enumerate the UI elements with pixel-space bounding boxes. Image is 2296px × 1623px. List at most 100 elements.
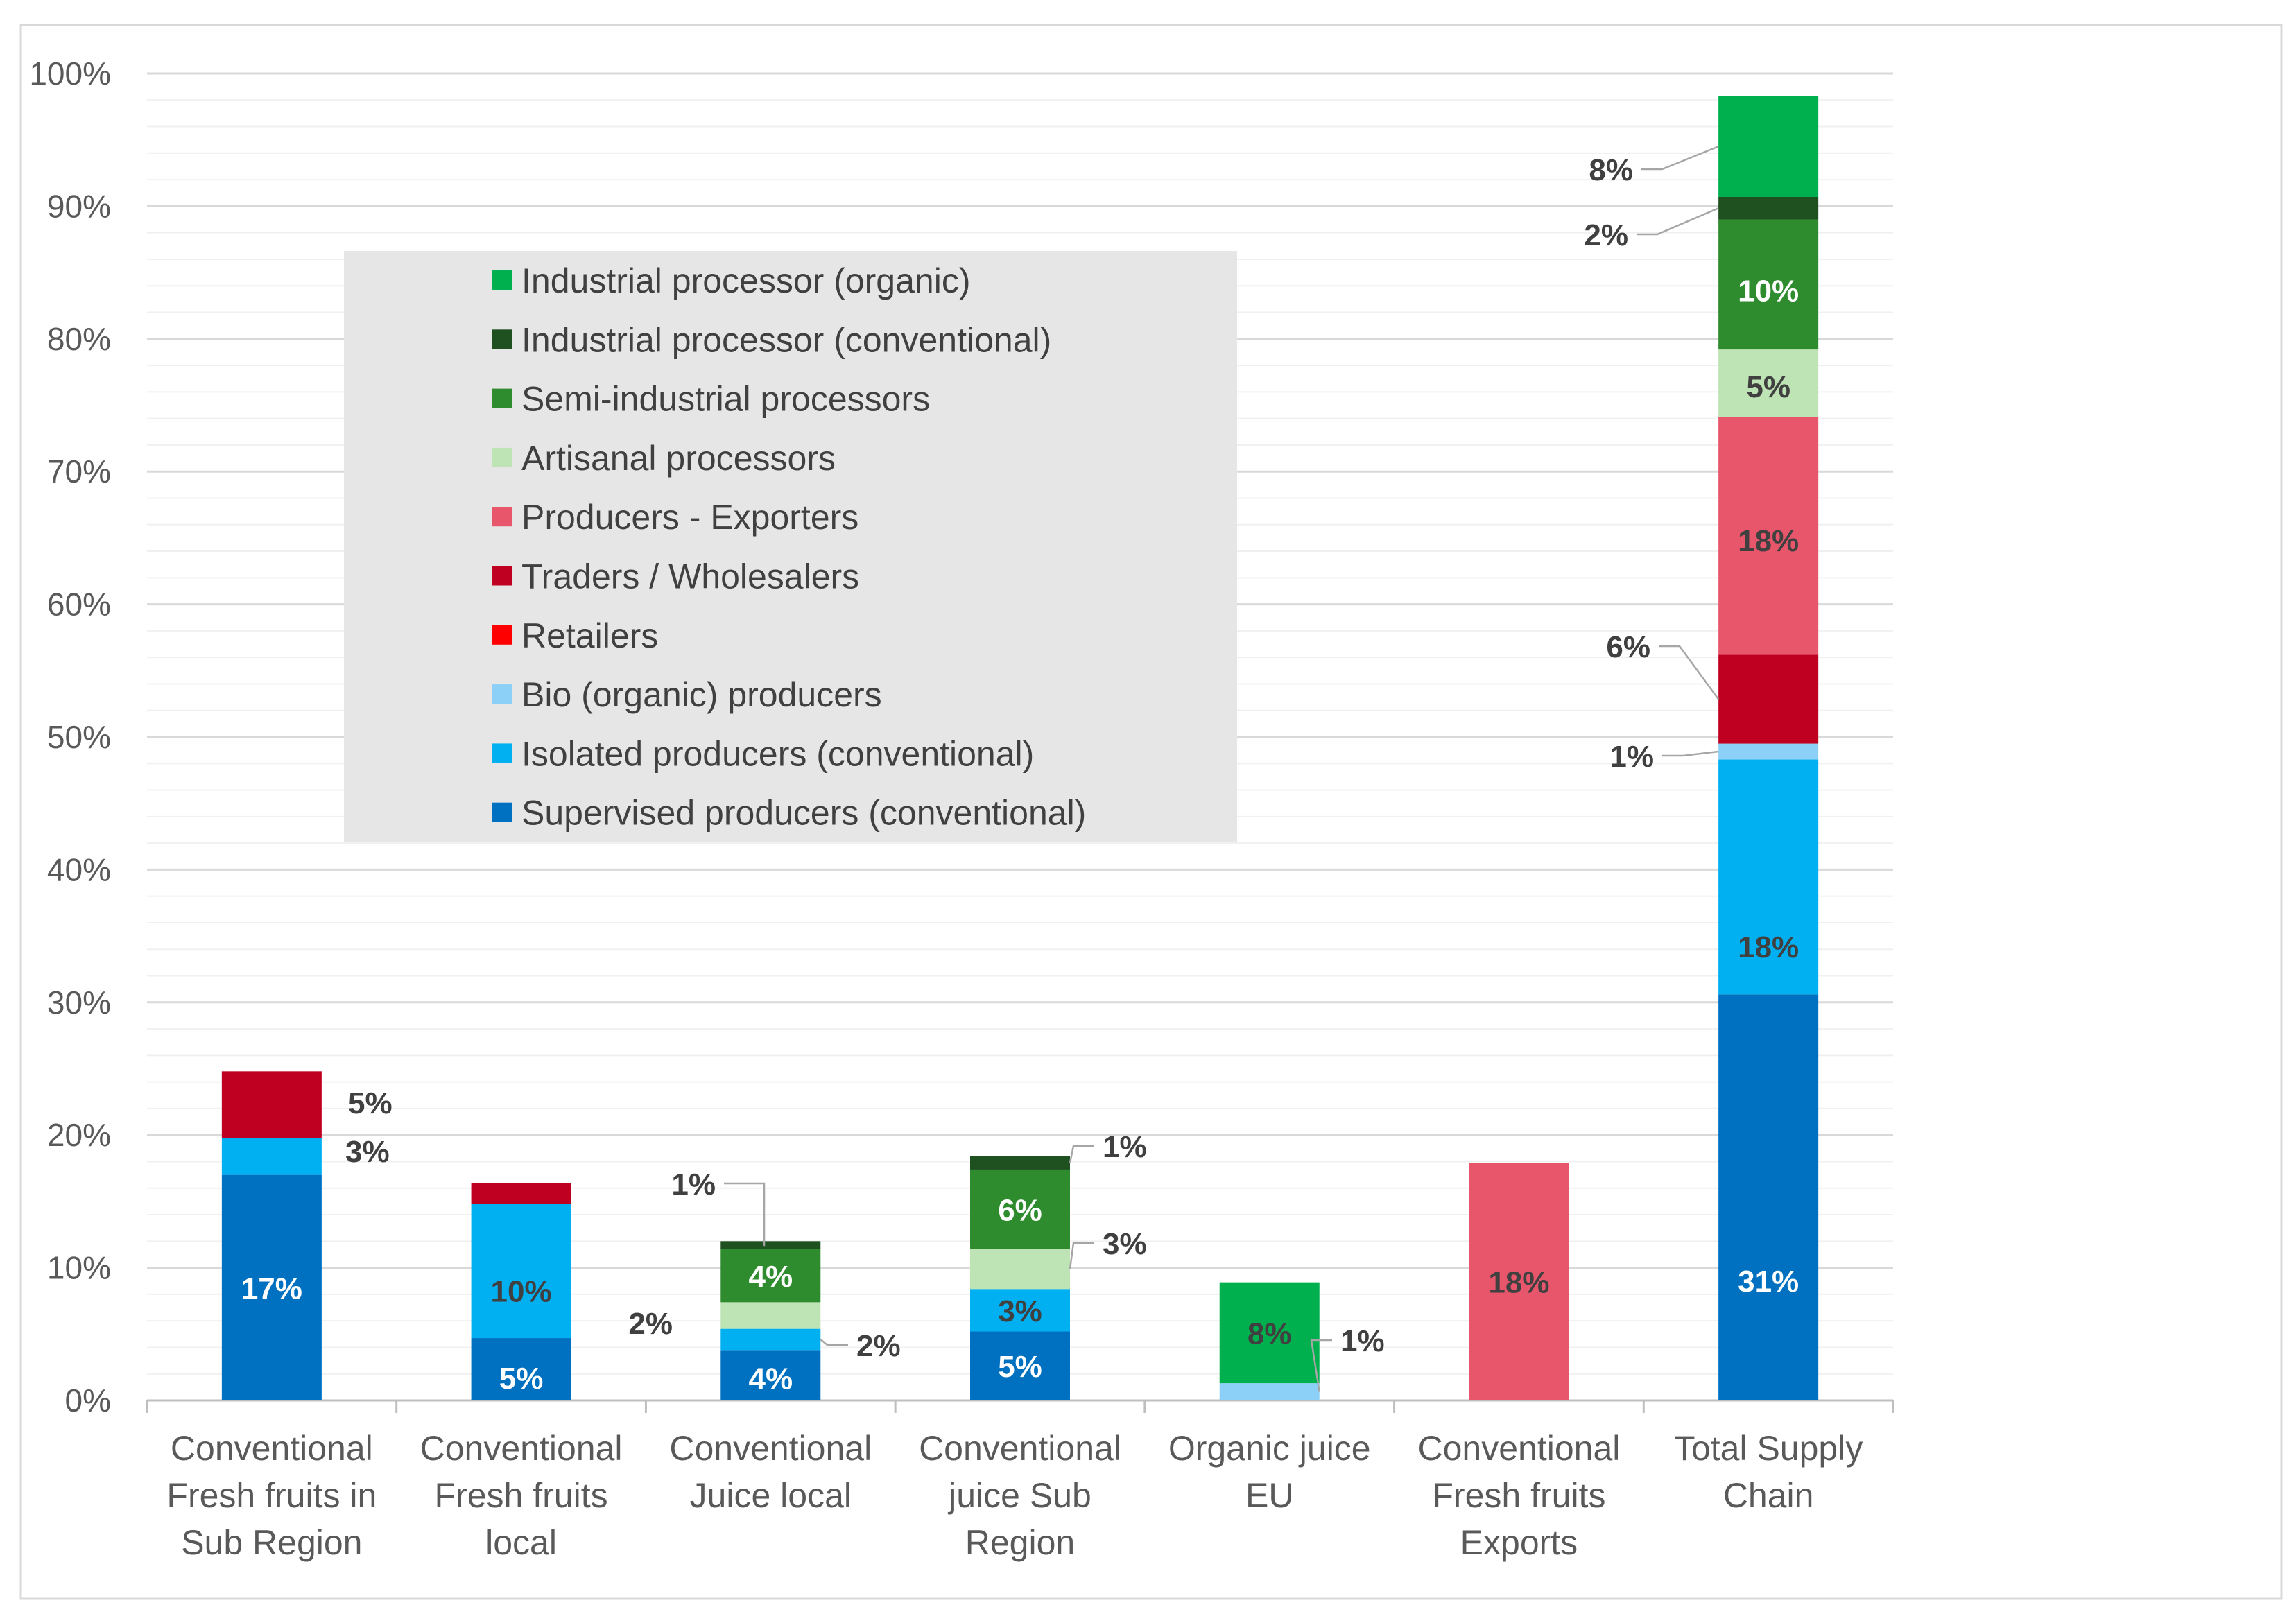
bar-segment-semi-industrial-processors: [970, 1169, 1070, 1249]
data-label-semi-industrial-processors: 4%: [748, 1260, 793, 1294]
data-label-isolated-producers-conventional: 3%: [998, 1294, 1042, 1328]
data-label-industrial-processor-organic: 8%: [1248, 1317, 1292, 1351]
bar-segment-semi-industrial-processors: [1718, 219, 1819, 350]
y-tick-label: 100%: [29, 55, 111, 92]
bar-segment-bio-organic-producers: [1219, 1383, 1320, 1400]
bar-segment-supervised-producers-conventional: [471, 1338, 571, 1400]
data-label-artisanal-processors: 3%: [1103, 1227, 1147, 1261]
bar-segment-producers-exporters: [1469, 1163, 1569, 1400]
bar-segment-isolated-producers-conventional: [221, 1138, 322, 1175]
data-label-isolated-producers-conventional: 3%: [345, 1135, 390, 1169]
data-label-industrial-processor-organic: 8%: [1589, 153, 1633, 187]
bar-segment-isolated-producers-conventional: [1718, 759, 1819, 995]
legend-label-industrial-processor-organic: Industrial processor (organic): [521, 261, 971, 300]
legend-label-bio-organic-producers: Bio (organic) producers: [521, 675, 882, 714]
x-category-label: Organic juice EU: [1168, 1429, 1371, 1515]
leader-line: [1069, 1242, 1094, 1269]
legend-label-traders-wholesalers: Traders / Wholesalers: [521, 557, 859, 596]
data-label-traders-wholesalers: 5%: [348, 1086, 392, 1120]
bar-segment-traders-wholesalers: [221, 1071, 322, 1138]
y-tick-label: 30%: [47, 984, 111, 1021]
data-label-industrial-processor-conventional: 2%: [1584, 218, 1628, 252]
x-category-label: Conventional juice Sub Region: [919, 1429, 1121, 1562]
x-category-label: Conventional Fresh fruits in Sub Region: [166, 1429, 377, 1562]
data-label-supervised-producers-conventional: 31%: [1738, 1265, 1799, 1299]
leader-line: [1641, 146, 1719, 171]
x-category-label: Conventional Fresh fruits local: [420, 1429, 623, 1562]
legend-swatch-semi-industrial-processors: [492, 388, 512, 408]
legend-swatch-artisanal-processors: [492, 447, 512, 467]
data-label-artisanal-processors: 5%: [1746, 370, 1790, 404]
bar-segment-isolated-producers-conventional: [720, 1328, 821, 1351]
bar-segment-artisanal-processors: [1718, 349, 1819, 417]
bar-segment-semi-industrial-processors: [720, 1249, 821, 1303]
bar-segment-industrial-processor-conventional: [970, 1156, 1070, 1170]
bars: [221, 96, 1819, 1400]
bar-segment-artisanal-processors: [720, 1302, 821, 1329]
data-label-semi-industrial-processors: 6%: [998, 1193, 1042, 1227]
data-label-isolated-producers-conventional: 10%: [491, 1274, 552, 1308]
legend-label-producers-exporters: Producers - Exporters: [521, 498, 858, 537]
legend-swatch-supervised-producers-conventional: [492, 802, 512, 822]
data-label-bio-organic-producers: 1%: [1609, 740, 1654, 774]
y-tick-label: 50%: [47, 719, 111, 755]
bar-segment-producers-exporters: [1718, 417, 1819, 655]
data-labels: 17% 3% 5% 5% 10% 4% 2% 2% 4% 1% 5% 3% 3% 6% 1% 1% 8% 18% 3…: [241, 146, 1799, 1396]
bar-segment-supervised-producers-conventional: [221, 1174, 322, 1400]
legend-swatch-industrial-processor-conventional: [492, 329, 512, 349]
y-tick-label: 80%: [47, 321, 111, 357]
legend-label-industrial-processor-conventional: Industrial processor (conventional): [521, 320, 1051, 359]
legend-box: [344, 251, 1237, 842]
legend-label-retailers: Retailers: [521, 616, 658, 655]
y-tick-label: 10%: [47, 1250, 111, 1286]
leader-line: [1659, 645, 1720, 700]
bar-segment-supervised-producers-conventional: [1718, 994, 1819, 1400]
bar-segment-supervised-producers-conventional: [720, 1350, 821, 1400]
data-label-isolated-producers-conventional: 18%: [1738, 930, 1799, 964]
leader-line: [820, 1338, 848, 1346]
x-category-label: Conventional Juice local: [669, 1429, 872, 1515]
data-label-supervised-producers-conventional: 5%: [998, 1350, 1042, 1384]
x-category-label: Total Supply Chain: [1674, 1429, 1863, 1515]
data-label-industrial-processor-conventional: 1%: [671, 1168, 716, 1201]
y-tick-label: 0%: [65, 1382, 111, 1418]
bar-segment-artisanal-processors: [970, 1249, 1070, 1290]
leader-line: [1662, 750, 1719, 757]
legend-swatch-traders-wholesalers: [492, 566, 512, 586]
bar-segment-industrial-processor-conventional: [720, 1241, 821, 1249]
legend-label-isolated-producers-conventional: Isolated producers (conventional): [521, 734, 1034, 773]
legend-swatch-industrial-processor-organic: [492, 270, 512, 290]
data-label-supervised-producers-conventional: 4%: [748, 1362, 793, 1396]
y-tick-label: 70%: [47, 453, 111, 489]
data-label-bio-organic-producers: 1%: [1340, 1324, 1385, 1358]
data-label-producers-exporters: 18%: [1738, 524, 1799, 558]
x-category-label: Conventional Fresh fruits Exports: [1417, 1429, 1620, 1562]
bar-segment-supervised-producers-conventional: [970, 1331, 1070, 1400]
legend-swatch-producers-exporters: [492, 507, 512, 527]
axes: 0% 10% 20% 30% 40% 50% 60% 70% 80% 90% 100% Convent…: [29, 55, 1894, 1562]
data-label-industrial-processor-conventional: 1%: [1103, 1130, 1147, 1164]
legend: Industrial processor (organic) Industrial…: [344, 251, 1237, 842]
legend-swatch-retailers: [492, 625, 512, 645]
y-tick-label: 60%: [47, 587, 111, 623]
legend-swatch-bio-organic-producers: [492, 684, 512, 704]
y-tick-label: 90%: [47, 188, 111, 224]
bar-segment-traders-wholesalers: [1718, 654, 1819, 744]
legend-label-semi-industrial-processors: Semi-industrial processors: [521, 380, 930, 419]
y-tick-label: 20%: [47, 1117, 111, 1153]
leader-line: [1310, 1339, 1332, 1392]
bar-segment-isolated-producers-conventional: [970, 1289, 1070, 1332]
bar-segment-bio-organic-producers: [1718, 743, 1819, 760]
legend-label-artisanal-processors: Artisanal processors: [521, 439, 836, 478]
legend-label-supervised-producers-conventional: Supervised producers (conventional): [521, 794, 1086, 833]
data-label-producers-exporters: 18%: [1488, 1266, 1549, 1300]
data-label-supervised-producers-conventional: 5%: [499, 1362, 544, 1396]
data-label-semi-industrial-processors: 10%: [1738, 274, 1799, 308]
data-label-artisanal-processors: 2%: [628, 1307, 673, 1341]
bar-segment-industrial-processor-conventional: [1718, 197, 1819, 220]
bar-segment-industrial-processor-organic: [1718, 96, 1819, 198]
leader-line: [1637, 207, 1719, 236]
bar-segment-isolated-producers-conventional: [471, 1204, 571, 1339]
data-label-isolated-producers-conventional: 2%: [856, 1329, 901, 1363]
